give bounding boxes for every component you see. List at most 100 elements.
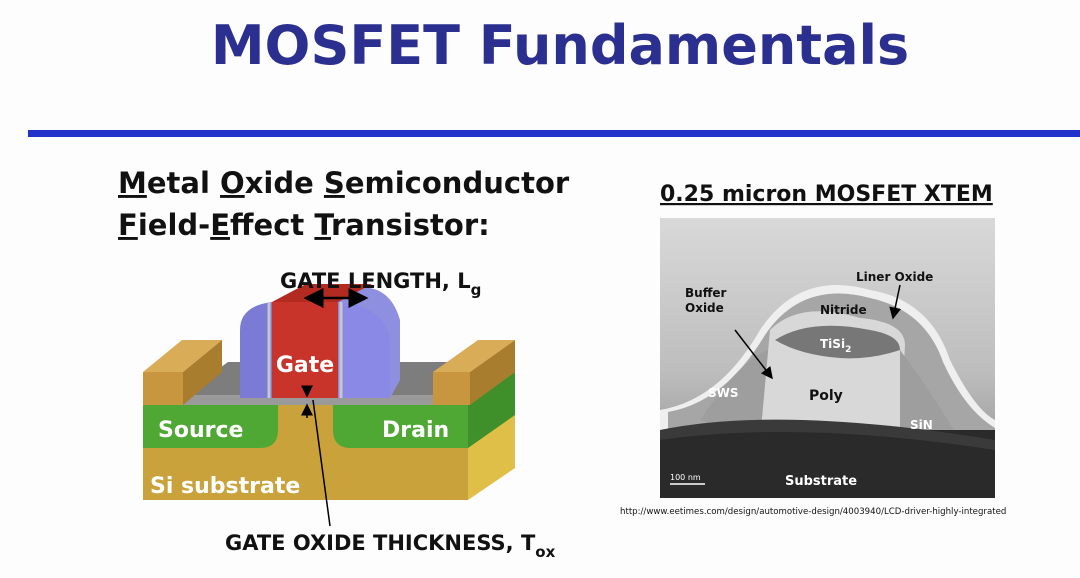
buffer-arrow xyxy=(734,329,773,380)
heading-char: i xyxy=(395,166,405,200)
heading-char: x xyxy=(245,166,264,200)
gate-label: Gate xyxy=(276,353,334,378)
source-region xyxy=(143,405,278,448)
heading-char: t xyxy=(521,166,535,200)
heading-char: - xyxy=(198,208,210,242)
divider xyxy=(28,130,1080,137)
scale-label: 100 nm xyxy=(670,473,701,482)
substrate-label: Si substrate xyxy=(150,474,300,499)
heading-char: t xyxy=(430,208,444,242)
heading-char: E xyxy=(210,208,230,242)
heading-char: c xyxy=(405,166,422,200)
heading-char: r xyxy=(555,166,570,200)
heading-char: u xyxy=(483,166,504,200)
gate-length-label: GATE LENGTH, Lg xyxy=(280,269,481,299)
interface xyxy=(660,419,995,450)
image-label: Buffer xyxy=(685,286,727,300)
heading-char: o xyxy=(444,208,464,242)
heading-char: d xyxy=(177,208,198,242)
heading-char: e xyxy=(148,208,168,242)
heading-char: T xyxy=(314,208,334,242)
subscript: 2 xyxy=(845,345,851,355)
contact-side xyxy=(470,340,515,405)
heading-char: e xyxy=(254,208,274,242)
heading-char: O xyxy=(220,166,245,200)
oxide-thickness-label: GATE OXIDE THICKNESS, Tox xyxy=(225,531,556,561)
spacer-front xyxy=(240,302,272,398)
heading-char: e xyxy=(345,166,365,200)
heading-char: o xyxy=(422,166,442,200)
heading-char: d xyxy=(462,166,483,200)
heading-char: i xyxy=(403,208,413,242)
heading-char: f xyxy=(230,208,254,242)
heading-char: a xyxy=(345,208,365,242)
gate-front xyxy=(272,302,338,398)
heading-char: S xyxy=(324,166,345,200)
sws xyxy=(700,350,768,440)
heading-char: M xyxy=(118,166,147,200)
heading-char xyxy=(304,208,314,242)
subscript: ox xyxy=(535,543,555,561)
heading-char: i xyxy=(263,166,273,200)
drain-side xyxy=(468,372,515,448)
label-text: GATE OXIDE THICKNESS, T xyxy=(225,531,536,555)
heading-char: n xyxy=(442,166,463,200)
source-url: http://www.eetimes.com/design/automotive… xyxy=(620,507,1006,517)
oxide-front xyxy=(183,395,433,405)
xtem-title: 0.25 micron MOSFET XTEM xyxy=(660,182,993,207)
heading-char xyxy=(210,166,220,200)
contact-side xyxy=(183,340,222,405)
heading-char: c xyxy=(273,208,290,242)
heading-char: r xyxy=(464,208,479,242)
image-label: TiSi2 xyxy=(820,337,851,355)
image-label: SWS xyxy=(708,386,739,400)
xtem-image: Buffer Oxide Liner Oxide Nitride TiSi2 S… xyxy=(660,218,995,498)
heading-char: e xyxy=(147,166,167,200)
image-label: SiN xyxy=(910,418,933,432)
heading-char: : xyxy=(478,208,490,242)
image-label: Poly xyxy=(809,388,843,404)
heading-char: i xyxy=(138,208,148,242)
slide-title: MOSFET Fundamentals xyxy=(211,14,909,77)
contact-front xyxy=(143,372,183,405)
heading-char: l xyxy=(167,208,177,242)
sin xyxy=(900,350,960,440)
drain-label: Drain xyxy=(382,418,449,443)
drain-region xyxy=(333,405,468,448)
contact-front xyxy=(433,372,470,405)
heading-line: Metal Oxide Semiconductor xyxy=(118,166,570,200)
tisi2 xyxy=(775,325,900,359)
heading-char: s xyxy=(413,208,430,242)
image-label: Substrate xyxy=(785,474,857,489)
heading-char: F xyxy=(118,208,138,242)
image-label: Nitride xyxy=(820,303,867,317)
tox-leader xyxy=(312,399,331,527)
heading-char: r xyxy=(331,208,346,242)
heading-char: d xyxy=(273,166,294,200)
label-text: TiSi xyxy=(820,337,845,351)
heading-char: a xyxy=(180,166,200,200)
subscript: g xyxy=(471,281,482,299)
heading-char: e xyxy=(294,166,314,200)
contact-top xyxy=(143,340,222,372)
heading-char: t xyxy=(167,166,181,200)
source-label: Source xyxy=(158,418,243,443)
liner-arrow xyxy=(889,284,902,320)
heading-char: n xyxy=(365,208,386,242)
heading-char: t xyxy=(290,208,304,242)
heading-char: s xyxy=(386,208,403,242)
contact-top xyxy=(433,340,515,372)
heading-char: m xyxy=(364,166,394,200)
mosfet-diagram: Gate Source Drain Si substrate xyxy=(143,284,515,527)
label-text: GATE LENGTH, L xyxy=(280,269,471,293)
image-label: Liner Oxide xyxy=(856,270,933,284)
image-label: Oxide xyxy=(685,301,724,315)
heading-char xyxy=(314,166,324,200)
heading-char: o xyxy=(535,166,555,200)
heading-char: c xyxy=(504,166,521,200)
heading-line: Field-Effect Transistor: xyxy=(118,208,490,242)
spacer-front xyxy=(338,302,390,398)
heading-char: l xyxy=(200,166,210,200)
